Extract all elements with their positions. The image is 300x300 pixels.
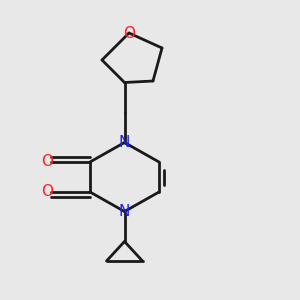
Text: O: O: [41, 184, 53, 200]
Text: N: N: [119, 135, 130, 150]
Text: O: O: [41, 154, 53, 169]
Text: N: N: [119, 204, 130, 219]
Text: O: O: [123, 26, 135, 40]
